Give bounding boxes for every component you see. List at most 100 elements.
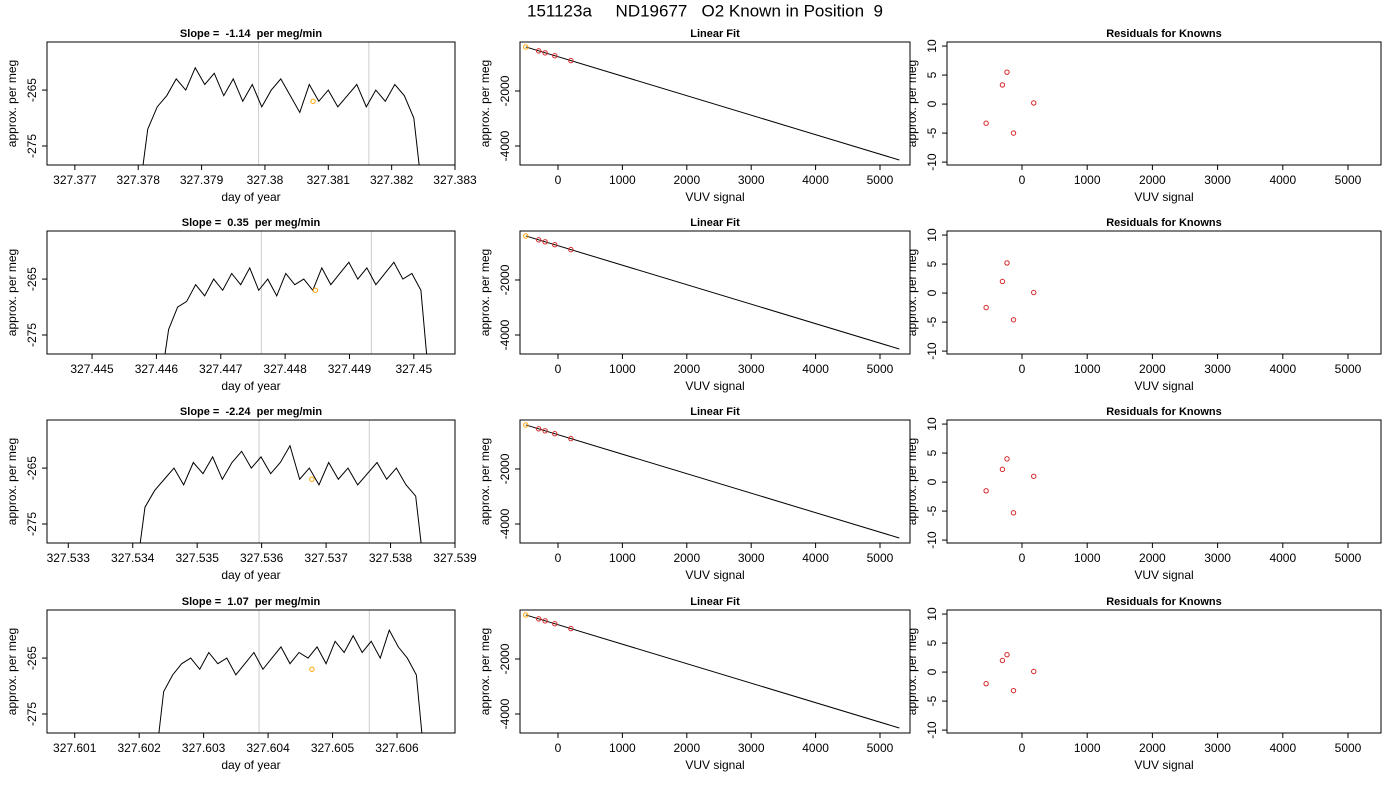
panel-title: Linear Fit bbox=[690, 406, 740, 418]
x-tick-label: 327.537 bbox=[304, 551, 348, 565]
x-tick-label: 327.601 bbox=[53, 741, 97, 755]
data-point bbox=[523, 233, 529, 239]
x-axis-label: day of year bbox=[221, 190, 280, 204]
y-tick-label: -275 bbox=[25, 512, 39, 536]
x-tick-label: 5000 bbox=[867, 551, 894, 565]
y-tick-label: -5 bbox=[925, 127, 939, 138]
y-tick-label: -265 bbox=[25, 456, 39, 480]
plot-area bbox=[158, 610, 423, 733]
x-axis-label: day of year bbox=[221, 379, 280, 393]
y-axis-label: approx. per meg bbox=[905, 438, 919, 525]
x-axis-label: VUV signal bbox=[685, 190, 744, 204]
x-tick-label: 327.539 bbox=[433, 551, 477, 565]
y-tick-label: -4000 bbox=[498, 508, 512, 539]
data-point bbox=[523, 612, 529, 618]
y-tick-label: -265 bbox=[25, 78, 39, 102]
plot-area bbox=[983, 456, 1037, 516]
panel: Linear Fit VUV signal approx. per meg 0 1000… bbox=[478, 28, 911, 204]
x-tick-label: 3000 bbox=[738, 362, 765, 376]
data-line bbox=[142, 66, 420, 165]
x-tick-label: 1000 bbox=[1074, 362, 1101, 376]
x-tick-label: 327.534 bbox=[111, 551, 155, 565]
x-tick-label: 2000 bbox=[673, 741, 700, 755]
data-point bbox=[552, 621, 558, 627]
data-point bbox=[535, 237, 542, 243]
y-axis-label: approx. per meg bbox=[5, 60, 19, 147]
data-point bbox=[535, 616, 542, 622]
x-tick-label: 327.382 bbox=[370, 173, 414, 187]
x-axis-label: VUV signal bbox=[1134, 190, 1193, 204]
x-tick-label: 327.606 bbox=[375, 741, 419, 755]
x-tick-label: 1000 bbox=[609, 173, 636, 187]
data-line bbox=[164, 261, 428, 354]
x-tick-label: 327.38 bbox=[247, 173, 284, 187]
data-point bbox=[1010, 130, 1017, 136]
y-tick-label: -4000 bbox=[498, 130, 512, 161]
data-point bbox=[542, 239, 548, 245]
plot-area bbox=[983, 260, 1037, 323]
panel: Linear Fit VUV signal approx. per meg 0 1000… bbox=[478, 217, 911, 393]
data-point bbox=[568, 435, 574, 442]
x-tick-label: 327.379 bbox=[180, 173, 224, 187]
x-tick-label: 2000 bbox=[673, 173, 700, 187]
panel-title: Residuals for Knowns bbox=[1106, 406, 1222, 418]
fit-line bbox=[525, 235, 900, 350]
x-tick-label: 3000 bbox=[738, 551, 765, 565]
x-tick-label: 5000 bbox=[1335, 173, 1362, 187]
panel-title: Slope = 1.07 per meg/min bbox=[182, 596, 321, 608]
y-tick-label: 5 bbox=[925, 639, 939, 646]
x-tick-label: 5000 bbox=[867, 741, 894, 755]
y-tick-label: -10 bbox=[925, 531, 939, 549]
x-axis-label: day of year bbox=[221, 758, 280, 772]
data-point bbox=[1031, 473, 1037, 479]
data-point bbox=[983, 304, 989, 311]
y-axis-label: approx. per meg bbox=[478, 249, 492, 336]
y-tick-label: -5 bbox=[925, 695, 939, 706]
data-point bbox=[1031, 668, 1037, 675]
y-tick-label: -2000 bbox=[498, 453, 512, 484]
x-tick-label: 0 bbox=[1019, 362, 1026, 376]
y-tick-label: -10 bbox=[925, 153, 939, 171]
plot-frame bbox=[946, 609, 1382, 734]
highlight-point bbox=[310, 98, 316, 104]
y-tick-label: -4000 bbox=[498, 698, 512, 729]
y-tick-label: -275 bbox=[25, 323, 39, 347]
data-point bbox=[999, 278, 1006, 285]
data-point bbox=[542, 618, 548, 624]
x-tick-label: 2000 bbox=[1139, 551, 1166, 565]
y-tick-label: -275 bbox=[25, 702, 39, 726]
y-tick-label: 0 bbox=[925, 668, 939, 675]
plot-area bbox=[523, 44, 900, 161]
x-tick-label: 1000 bbox=[609, 741, 636, 755]
x-tick-label: 327.533 bbox=[47, 551, 91, 565]
panel: Linear Fit VUV signal approx. per meg 0 1000… bbox=[478, 596, 911, 772]
y-tick-label: -2000 bbox=[498, 643, 512, 674]
data-point bbox=[999, 82, 1006, 88]
x-tick-label: 1000 bbox=[609, 362, 636, 376]
plot-area bbox=[164, 231, 428, 354]
panel: Slope = 1.07 per meg/min day of year appro… bbox=[5, 596, 456, 772]
y-tick-label: 0 bbox=[925, 289, 939, 296]
y-tick-label: 5 bbox=[925, 449, 939, 456]
x-tick-label: 327.45 bbox=[395, 362, 432, 376]
data-point bbox=[1004, 456, 1010, 462]
x-tick-label: 327.538 bbox=[369, 551, 413, 565]
panel: Residuals for Knowns VUV signal approx. pe… bbox=[905, 596, 1382, 772]
y-axis-label: approx. per meg bbox=[5, 628, 19, 715]
x-tick-label: 327.535 bbox=[175, 551, 219, 565]
x-tick-label: 1000 bbox=[1074, 173, 1101, 187]
data-point bbox=[1031, 100, 1037, 106]
plot-frame bbox=[519, 419, 911, 544]
highlight-point bbox=[309, 666, 315, 672]
data-point bbox=[983, 120, 989, 126]
x-tick-label: 5000 bbox=[1335, 362, 1362, 376]
y-axis-label: approx. per meg bbox=[905, 60, 919, 147]
y-tick-label: 0 bbox=[925, 100, 939, 107]
x-tick-label: 4000 bbox=[802, 741, 829, 755]
x-tick-label: 327.383 bbox=[433, 173, 477, 187]
y-tick-label: -4000 bbox=[498, 319, 512, 350]
data-point bbox=[999, 466, 1006, 473]
x-axis-label: VUV signal bbox=[1134, 758, 1193, 772]
plot-frame bbox=[946, 41, 1382, 166]
